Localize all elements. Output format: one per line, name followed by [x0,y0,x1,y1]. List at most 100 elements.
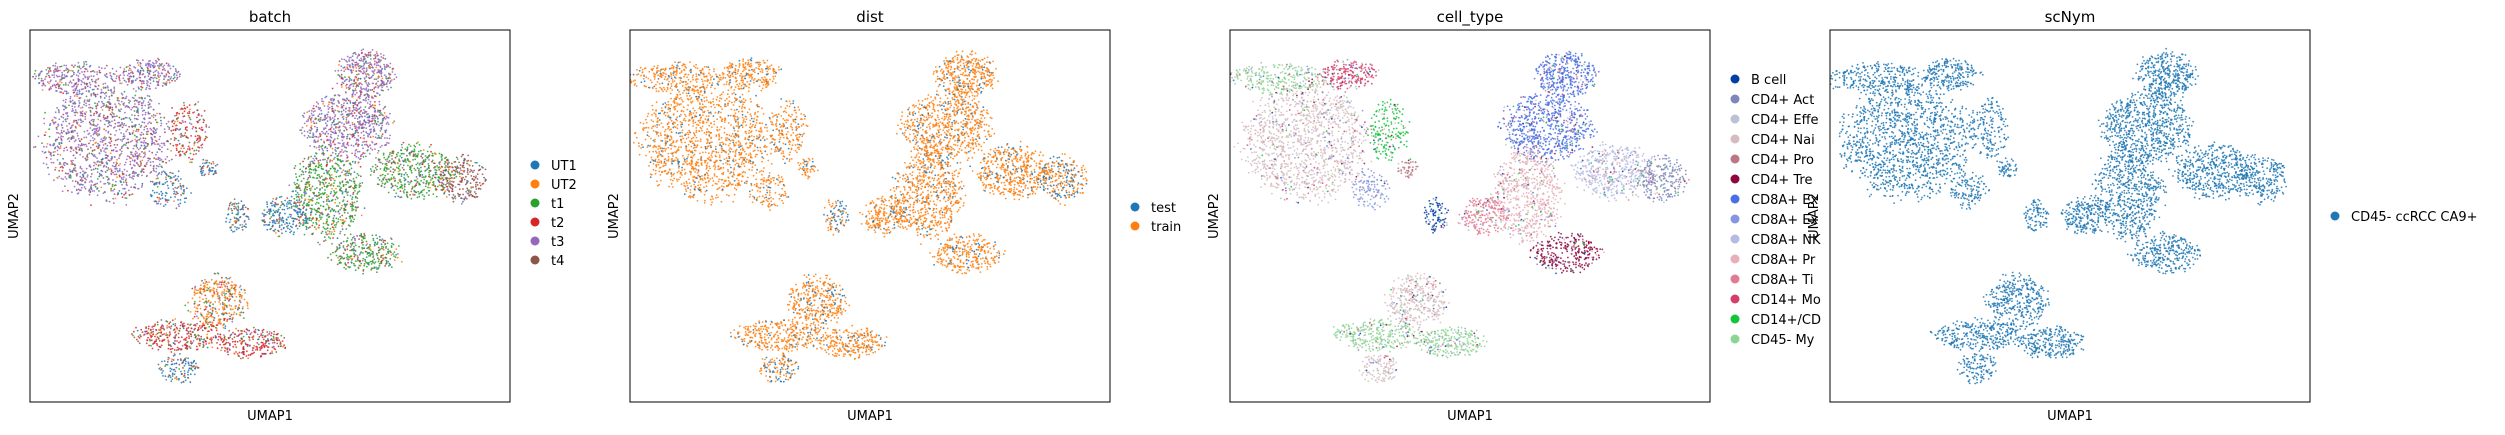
scatter-point [344,206,347,208]
scatter-point [357,73,360,76]
scatter-point [103,114,105,117]
scatter-point [328,106,331,109]
scatter-point [396,162,399,164]
scatter-point [176,128,179,130]
scatter-point [314,194,316,197]
scatter-point [366,56,369,59]
scatter-point [204,159,207,162]
scatter-point [354,154,356,157]
scatter-point [335,126,338,128]
scatter-point [94,130,96,133]
scatter-point [473,191,476,193]
scatter-point [96,182,99,185]
scatter-point [351,63,354,66]
scatter-point [320,165,323,168]
scatter-point [383,156,386,159]
scatter-point [68,137,70,139]
scatter-point [78,89,81,91]
scatter-point [43,145,45,148]
scatter-point [312,134,315,137]
scatter-point [351,237,354,239]
scatter-point [320,175,323,178]
scatter-point [68,122,71,125]
scatter-point [380,89,383,91]
scatter-point [364,115,366,118]
scatter-point [424,155,427,157]
scatter-point [167,70,169,72]
scatter-point [147,103,150,106]
scatter-point [332,177,335,180]
scatter-point [358,238,360,241]
scatter-point [173,176,175,178]
scatter-point [404,148,407,151]
scatter-point [309,129,312,132]
scatter-point [133,175,136,178]
scatter-point [64,101,67,104]
scatter-point [65,64,68,67]
scatter-point [351,209,353,212]
scatter-point [454,197,457,200]
scatter-point [60,177,63,180]
scatter-point [123,135,126,138]
scatter-point [406,173,409,176]
scatter-point [354,101,357,103]
scatter-point [355,209,357,212]
scatter-point [65,92,68,95]
scatter-point [326,170,328,173]
scatter-point [333,112,335,114]
scatter-point [328,170,330,172]
scatter-point [233,198,236,201]
scatter-point [417,190,420,193]
scatter-point [142,171,145,174]
scatter-point [342,104,345,107]
scatter-point [270,216,273,218]
scatter-point [298,175,301,178]
scatter-point [394,195,397,198]
scatter-point [68,104,70,107]
scatter-point [98,133,100,135]
scatter-point [60,139,63,142]
scatter-point [369,147,372,150]
scatter-point [115,77,118,80]
scatter-point [352,82,354,85]
scatter-point [141,104,144,107]
scatter-point [393,189,395,192]
scatter-point [200,170,203,172]
scatter-point [90,114,93,117]
scatter-point [96,93,99,96]
scatter-point [360,71,362,73]
scatter-point [208,171,211,174]
scatter-point [419,175,421,178]
scatter-point [340,83,343,86]
scatter-point [314,168,316,170]
scatter-point [384,129,386,132]
scatter-point [129,173,131,176]
scatter-point [439,167,442,170]
scatter-point [376,254,379,257]
scatter-point [349,173,352,176]
scatter-point [368,115,371,118]
scatter-point [132,72,134,75]
scatter-point [173,190,176,193]
scatter-point [428,182,430,185]
scatter-point [110,157,113,160]
scatter-point [358,234,361,237]
scatter-point [210,162,213,165]
scatter-point [362,244,364,246]
scatter-point [336,147,339,150]
scatter-point [236,218,239,220]
scatter-point [353,242,356,244]
scatter-point [356,255,359,257]
scatter-point [397,195,400,198]
scatter-point [161,166,163,169]
scatter-point [362,108,365,111]
scatter-point [74,88,77,91]
scatter-point [372,267,374,270]
scatter-point [385,178,387,181]
scatter-point [368,252,371,254]
scatter-point [449,174,452,177]
scatter-point [348,172,350,175]
scatter-point [346,137,348,140]
scatter-point [405,193,408,196]
scatter-point [355,260,357,263]
